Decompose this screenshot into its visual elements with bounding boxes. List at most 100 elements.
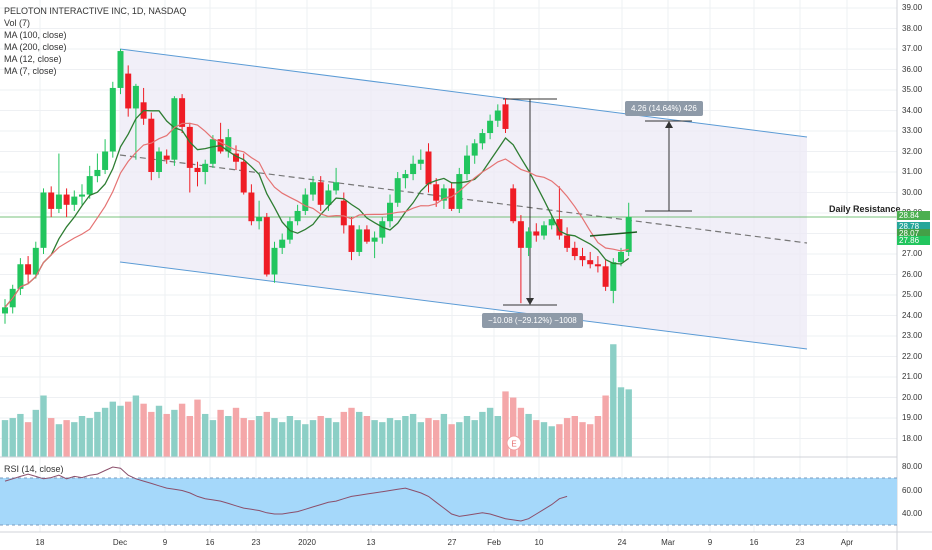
volume-bar [579, 422, 586, 457]
volume-bar [255, 416, 263, 457]
volume-bar [125, 401, 132, 457]
candle-body [2, 307, 8, 314]
gain-measure-box[interactable]: 4.26 (14.64%) 426 [625, 101, 703, 116]
candle-body [171, 98, 178, 160]
volume-bar [533, 420, 540, 457]
volume-bar [386, 418, 394, 457]
candle [502, 98, 509, 134]
candle-body [48, 192, 55, 209]
volume-bar [479, 411, 486, 457]
candle [371, 231, 378, 259]
volume-bar [463, 416, 471, 457]
volume-bar [263, 411, 270, 457]
channel-mid-line[interactable] [119, 154, 808, 244]
candle-body [202, 163, 209, 172]
candle-body [587, 260, 594, 265]
candle [102, 139, 109, 175]
candle [464, 145, 470, 181]
time-tick: 27 [447, 538, 457, 547]
candle-body [548, 219, 555, 226]
price-tick: 31.00 [902, 167, 923, 176]
candle-body [502, 104, 509, 129]
indicator-ma-7[interactable]: MA (7, close) [4, 66, 57, 76]
candle-body [325, 190, 332, 205]
volume-bar [317, 416, 324, 457]
indicator-ma-100[interactable]: MA (100, close) [4, 30, 67, 40]
rsi-line [4, 466, 568, 522]
candle-body [579, 256, 586, 261]
price-tick: 27.00 [902, 249, 923, 258]
candle [125, 65, 132, 117]
volume-bar [556, 424, 563, 457]
candle [594, 256, 601, 273]
candle-body [271, 247, 278, 275]
volume-bar [371, 420, 378, 457]
candle-body [194, 167, 201, 172]
volume-bar [486, 407, 494, 457]
candle [209, 135, 216, 168]
candle [109, 81, 116, 158]
candle-body [525, 231, 532, 248]
earnings-event-marker[interactable] [506, 435, 522, 451]
candle-body [55, 194, 62, 209]
price-tick: 19.00 [902, 413, 923, 422]
volume-bar [394, 420, 401, 457]
candle-body [179, 98, 186, 127]
candle [587, 251, 594, 269]
candle [179, 94, 186, 134]
price-tick: 35.00 [902, 85, 923, 94]
candle-body [263, 217, 270, 275]
candle-body [71, 196, 78, 205]
earnings-event-label: E [511, 440, 516, 449]
volume-bar [332, 422, 340, 457]
candle [279, 233, 286, 254]
candle [548, 215, 555, 230]
indicator-rsi[interactable]: RSI (14, close) [4, 464, 64, 474]
candle-body [302, 194, 309, 211]
volume-bar [55, 424, 63, 457]
candle-body [379, 221, 386, 238]
candle-body [225, 137, 232, 152]
channel-upper-line[interactable] [119, 48, 808, 138]
candle-body [571, 247, 578, 257]
loss-measure-box[interactable]: −10.08 (−29.12%) −1008 [482, 313, 583, 328]
candle [417, 149, 424, 170]
candle-body [541, 225, 547, 236]
price-tick: 38.00 [902, 23, 923, 33]
price-tick: 26.00 [902, 269, 923, 279]
candle-body [363, 229, 370, 242]
volume-bar [309, 420, 317, 457]
time-tick: Apr [840, 538, 854, 547]
candle-body [94, 169, 101, 177]
candle-body [317, 182, 324, 205]
price-tick: 33.00 [902, 126, 923, 135]
volume-bar [363, 416, 371, 457]
candle [564, 227, 571, 252]
price-tick: 24.00 [902, 310, 923, 320]
candle [225, 128, 232, 158]
volume-bar [32, 409, 39, 457]
price-tick: 21.00 [902, 372, 923, 381]
volume-bar [132, 395, 140, 457]
candle-body [256, 217, 263, 222]
channel-lower-line[interactable] [119, 261, 808, 350]
volume-bar [202, 413, 209, 457]
volume-bar [440, 413, 448, 457]
indicator-vol[interactable]: Vol (7) [4, 18, 31, 28]
volume-bar [617, 387, 625, 457]
ma-7-line [4, 109, 630, 308]
symbol-title[interactable]: PELOTON INTERACTIVE INC, 1D, NASDAQ [4, 6, 187, 16]
candle [317, 176, 324, 211]
candle [387, 194, 393, 228]
volume-bar [140, 403, 147, 457]
candle [94, 153, 101, 183]
volume-bar [286, 416, 294, 457]
indicator-ma-200[interactable]: MA (200, close) [4, 42, 67, 52]
indicator-ma-12[interactable]: MA (12, close) [4, 54, 62, 64]
volume-bar [109, 401, 116, 457]
candle [510, 184, 517, 224]
daily-resistance-label[interactable]: Daily Resistance [829, 204, 901, 214]
price-tick: 36.00 [902, 64, 923, 74]
candle [294, 204, 301, 226]
